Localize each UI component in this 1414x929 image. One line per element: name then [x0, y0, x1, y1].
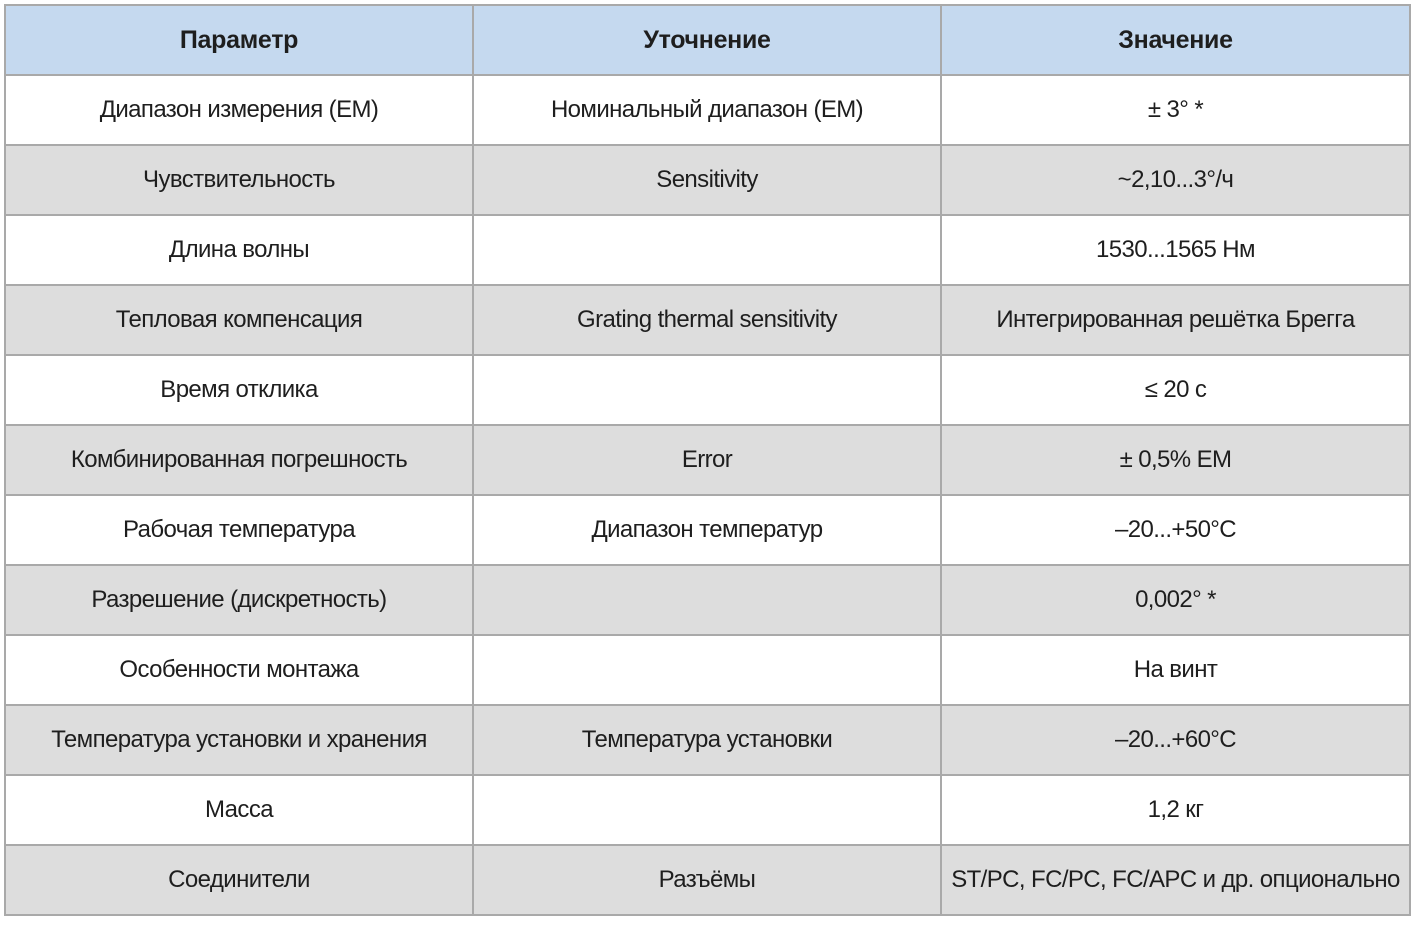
- table-row: Чувствительность Sensitivity ~2,10...3°/…: [4, 144, 1411, 216]
- cell-clarification: Grating thermal sensitivity: [472, 284, 942, 356]
- cell-value: ± 0,5% ЕМ: [940, 424, 1411, 496]
- cell-parameter: Масса: [4, 774, 474, 846]
- cell-value: ~2,10...3°/ч: [940, 144, 1411, 216]
- cell-clarification: Номинальный диапазон (ЕМ): [472, 74, 942, 146]
- table-row: Диапазон измерения (ЕМ) Номинальный диап…: [4, 74, 1411, 146]
- header-clarification: Уточнение: [472, 4, 942, 76]
- cell-parameter: Температура установки и хранения: [4, 704, 474, 776]
- cell-clarification: [472, 634, 942, 706]
- table-row: Масса 1,2 кг: [4, 774, 1411, 846]
- header-value: Значение: [940, 4, 1411, 76]
- table-row: Комбинированная погрешность Error ± 0,5%…: [4, 424, 1411, 496]
- specifications-table: Параметр Уточнение Значение Диапазон изм…: [4, 4, 1411, 916]
- cell-clarification: [472, 354, 942, 426]
- cell-clarification: [472, 564, 942, 636]
- cell-clarification: Температура установки: [472, 704, 942, 776]
- cell-clarification: Sensitivity: [472, 144, 942, 216]
- table-row: Соединители Разъёмы ST/PC, FC/PC, FC/APC…: [4, 844, 1411, 916]
- table-row: Тепловая компенсация Grating thermal sen…: [4, 284, 1411, 356]
- cell-value: На винт: [940, 634, 1411, 706]
- cell-clarification: Диапазон температур: [472, 494, 942, 566]
- cell-clarification: [472, 214, 942, 286]
- cell-parameter: Рабочая температура: [4, 494, 474, 566]
- cell-value: ≤ 20 с: [940, 354, 1411, 426]
- table-row: Рабочая температура Диапазон температур …: [4, 494, 1411, 566]
- cell-value: 1,2 кг: [940, 774, 1411, 846]
- table-body: Диапазон измерения (ЕМ) Номинальный диап…: [4, 74, 1411, 916]
- cell-value: 0,002° *: [940, 564, 1411, 636]
- cell-parameter: Время отклика: [4, 354, 474, 426]
- cell-parameter: Чувствительность: [4, 144, 474, 216]
- cell-value: ± 3° *: [940, 74, 1411, 146]
- header-parameter: Параметр: [4, 4, 474, 76]
- cell-value: –20...+50°С: [940, 494, 1411, 566]
- cell-parameter: Тепловая компенсация: [4, 284, 474, 356]
- cell-clarification: [472, 774, 942, 846]
- table-header: Параметр Уточнение Значение: [4, 4, 1411, 76]
- cell-clarification: Error: [472, 424, 942, 496]
- table-row: Длина волны 1530...1565 Нм: [4, 214, 1411, 286]
- cell-parameter: Соединители: [4, 844, 474, 916]
- table-row: Особенности монтажа На винт: [4, 634, 1411, 706]
- table-row: Разрешение (дискретность) 0,002° *: [4, 564, 1411, 636]
- cell-value: ST/PC, FC/PC, FC/APC и др. опционально: [940, 844, 1411, 916]
- cell-value: Интегрированная решётка Брегга: [940, 284, 1411, 356]
- table-row: Время отклика ≤ 20 с: [4, 354, 1411, 426]
- cell-value: 1530...1565 Нм: [940, 214, 1411, 286]
- header-row: Параметр Уточнение Значение: [4, 4, 1411, 76]
- cell-parameter: Комбинированная погрешность: [4, 424, 474, 496]
- cell-clarification: Разъёмы: [472, 844, 942, 916]
- cell-parameter: Длина волны: [4, 214, 474, 286]
- cell-parameter: Разрешение (дискретность): [4, 564, 474, 636]
- cell-parameter: Особенности монтажа: [4, 634, 474, 706]
- table-row: Температура установки и хранения Темпера…: [4, 704, 1411, 776]
- cell-parameter: Диапазон измерения (ЕМ): [4, 74, 474, 146]
- cell-value: –20...+60°С: [940, 704, 1411, 776]
